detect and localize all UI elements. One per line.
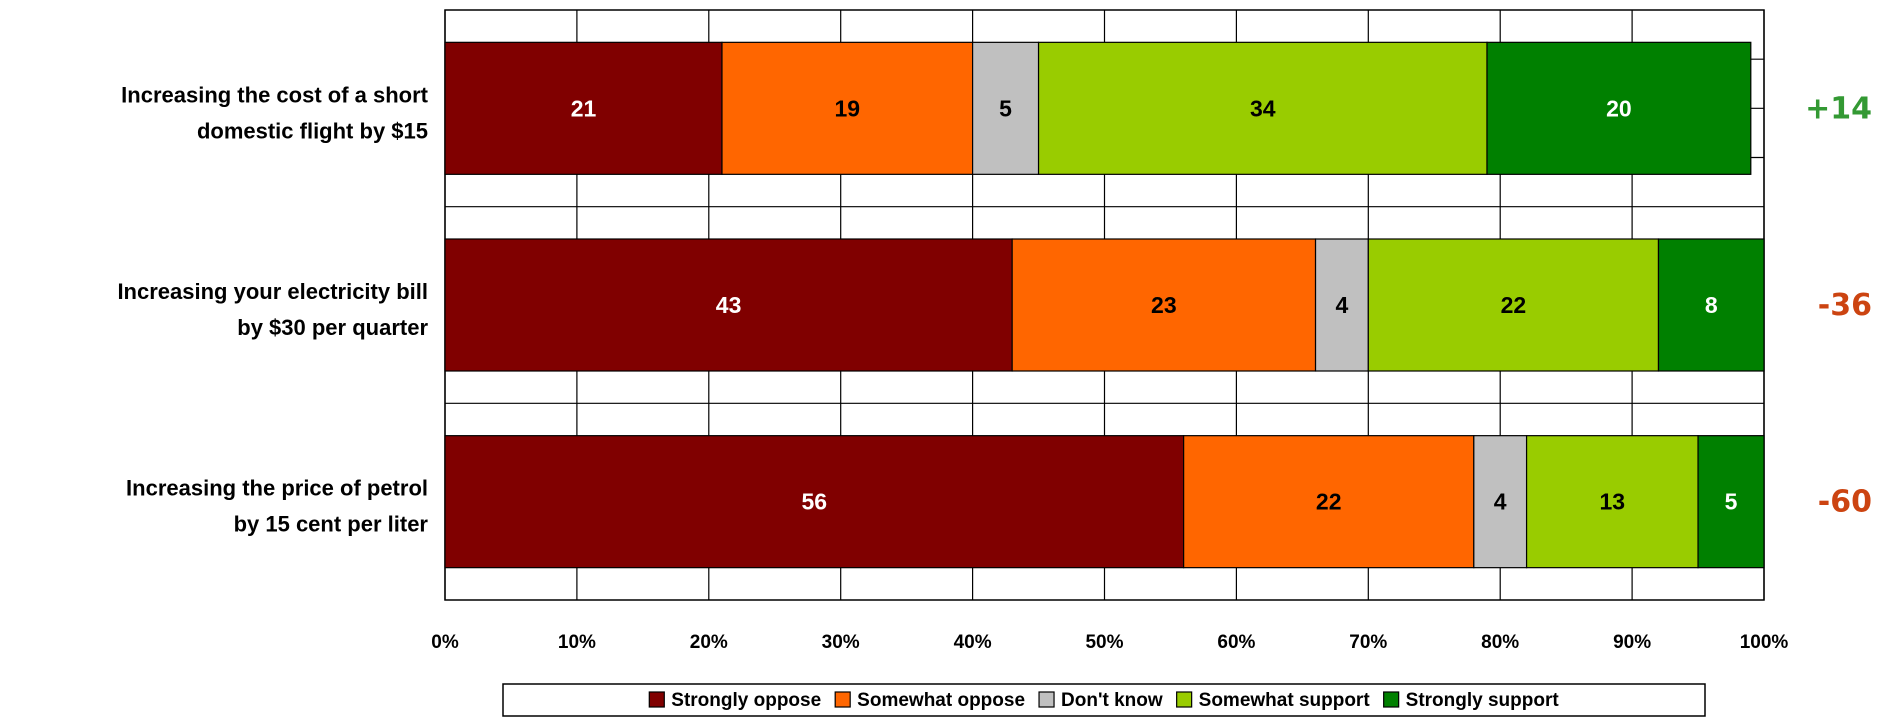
data-label: 5 [1725,489,1738,515]
bar-segment [721,41,974,175]
x-tick-label: 20% [690,632,728,653]
category-labels: Increasing the cost of a short domestic f… [117,82,428,536]
category-label: domestic flight by $15 [197,118,428,143]
data-label: 4 [1336,292,1349,318]
legend: Strongly oppose Somewhat oppose Don't know… [502,683,1706,717]
bar-segment [444,41,723,175]
data-label: 43 [716,292,742,318]
net-value-label: -60 [1818,485,1872,520]
x-tick-label: 60% [1217,632,1255,653]
bars [444,41,1765,569]
category-label: by $30 per quarter [237,315,428,340]
x-tick-label: 0% [431,632,459,653]
data-label: 20 [1606,95,1632,121]
bar-segment [1011,238,1317,372]
bar-segment [1525,435,1699,569]
legend-swatch [1176,691,1193,708]
x-tick-label: 90% [1613,632,1651,653]
legend-swatch [648,691,665,708]
legend-box [502,683,1706,717]
net-value-label: -36 [1818,288,1872,323]
bar-segment [971,41,1040,175]
legend-label: Somewhat support [1199,690,1371,711]
data-label: 21 [571,95,597,121]
data-label: 8 [1705,292,1718,318]
x-tick-label: 70% [1349,632,1387,653]
x-tick-label: 100% [1740,632,1789,653]
legend-swatch [1383,691,1400,708]
legend-swatch [1038,691,1055,708]
data-label: 56 [802,489,828,515]
bar-segment [1486,41,1752,175]
data-label: 22 [1316,489,1342,515]
x-tick-label: 50% [1085,632,1123,653]
data-label: 5 [999,95,1012,121]
data-label: 4 [1494,489,1507,515]
legend-label: Somewhat oppose [857,690,1025,711]
bar-segment [1183,435,1475,569]
net-labels: +14 -36 -60 [1805,91,1872,519]
data-label: 19 [834,95,860,121]
net-value-label: +14 [1805,91,1872,126]
bar-segment [1657,238,1765,372]
x-axis-ticks: 0% 10% 20% 30% 40% 50% 60% 70% 80% 90% 100% [431,632,1788,653]
legend-label: Don't know [1061,690,1163,711]
x-tick-label: 80% [1481,632,1519,653]
category-label: by 15 cent per liter [234,512,429,537]
data-label: 34 [1250,95,1276,121]
bar-segment [1697,435,1765,569]
x-tick-label: 30% [822,632,860,653]
data-label: 23 [1151,292,1177,318]
legend-label: Strongly oppose [671,690,821,711]
bar-segment [444,435,1185,569]
category-label: Increasing your electricity bill [117,279,428,304]
category-label: Increasing the cost of a short [121,82,429,107]
data-labels: 21 19 5 34 20 43 23 4 22 8 56 22 4 13 5 [571,95,1738,514]
legend-label: Strongly support [1406,690,1560,711]
bar-segment [1037,41,1488,175]
data-label: 13 [1600,489,1626,515]
category-label: Increasing the price of petrol [126,476,428,501]
bar-segment [1367,238,1660,372]
x-tick-label: 40% [954,632,992,653]
data-label: 22 [1501,292,1527,318]
x-tick-label: 10% [558,632,596,653]
legend-swatch [834,691,851,708]
bar-segment [444,238,1013,372]
bar-segment [1473,435,1528,569]
